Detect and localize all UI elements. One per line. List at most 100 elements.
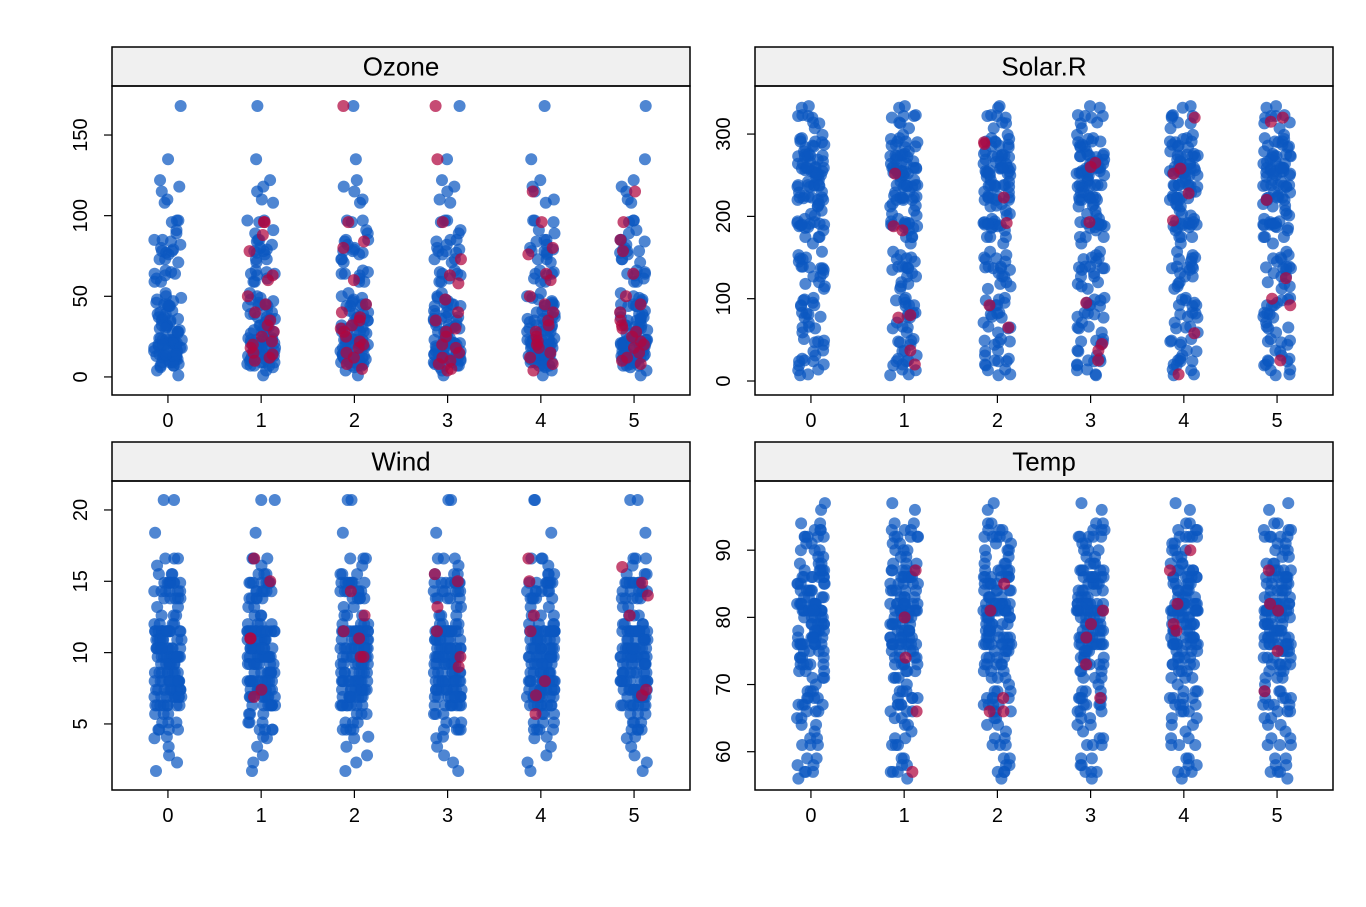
point — [430, 235, 443, 248]
point — [1003, 759, 1016, 772]
point — [885, 133, 898, 146]
point — [360, 298, 373, 311]
point — [1080, 658, 1093, 671]
point — [1078, 109, 1091, 122]
point — [436, 338, 449, 351]
x-tick-label: 4 — [535, 805, 546, 827]
point — [1190, 712, 1203, 725]
point — [1075, 237, 1088, 250]
point — [792, 150, 805, 163]
y-tick-label: 50 — [70, 285, 92, 307]
point — [905, 334, 918, 347]
y-tick-label: 80 — [713, 606, 735, 628]
y-tick-label: 90 — [713, 539, 735, 561]
point — [911, 658, 924, 671]
point — [453, 243, 466, 256]
point — [638, 235, 651, 248]
point — [449, 690, 462, 703]
point — [1271, 191, 1284, 204]
point — [984, 245, 997, 258]
point — [148, 732, 161, 745]
point — [984, 604, 997, 617]
point — [811, 691, 824, 704]
point — [1190, 345, 1203, 358]
point — [1002, 678, 1015, 691]
point — [261, 675, 274, 688]
point — [335, 253, 348, 266]
point — [1259, 358, 1272, 371]
point — [986, 738, 999, 751]
x-tick-label: 4 — [1178, 410, 1189, 432]
point — [818, 138, 831, 151]
point — [1086, 571, 1099, 584]
point — [1273, 122, 1286, 135]
point — [248, 552, 261, 565]
point — [1282, 497, 1295, 510]
x-tick-label: 2 — [992, 805, 1003, 827]
point — [165, 266, 178, 279]
point — [538, 99, 551, 112]
point — [431, 600, 444, 613]
point — [808, 725, 821, 738]
point — [891, 150, 904, 163]
point — [616, 354, 629, 367]
point — [1260, 193, 1273, 206]
point — [527, 364, 540, 377]
point — [428, 299, 441, 312]
point — [806, 237, 819, 250]
point — [427, 585, 440, 598]
point — [1081, 738, 1094, 751]
point — [542, 568, 555, 581]
point — [547, 193, 560, 206]
point — [1283, 334, 1296, 347]
point — [886, 738, 899, 751]
point — [355, 707, 368, 720]
point — [614, 338, 627, 351]
point — [1186, 230, 1199, 243]
point — [1168, 282, 1181, 295]
point — [1072, 530, 1085, 543]
point — [356, 362, 369, 375]
point — [801, 161, 814, 174]
point — [527, 723, 540, 736]
x-tick-label: 0 — [162, 410, 173, 432]
point — [1179, 725, 1192, 738]
point — [901, 665, 914, 678]
point — [1184, 544, 1197, 557]
point — [640, 756, 653, 769]
point — [453, 99, 466, 112]
panel-title: Solar.R — [1001, 52, 1086, 82]
point — [537, 716, 550, 729]
point — [1094, 691, 1107, 704]
point — [614, 675, 627, 688]
point — [1080, 631, 1093, 644]
point — [885, 564, 898, 577]
point — [792, 255, 805, 268]
point — [1091, 179, 1104, 192]
point — [977, 571, 990, 584]
point — [433, 193, 446, 206]
point — [444, 196, 457, 209]
point — [337, 625, 350, 638]
point — [624, 493, 637, 506]
point — [1188, 296, 1201, 309]
point — [1167, 191, 1180, 204]
point — [995, 333, 1008, 346]
point — [813, 217, 826, 230]
point — [249, 306, 262, 319]
point — [342, 216, 355, 229]
point — [339, 330, 352, 343]
point — [429, 99, 442, 112]
point — [170, 224, 183, 237]
point — [1095, 503, 1108, 516]
point — [548, 642, 561, 655]
point — [634, 298, 647, 311]
point — [1191, 604, 1204, 617]
point — [1095, 738, 1108, 751]
point — [638, 153, 651, 166]
point — [894, 282, 907, 295]
point — [641, 589, 654, 602]
point — [796, 352, 809, 365]
point — [894, 249, 907, 262]
point — [910, 705, 923, 718]
